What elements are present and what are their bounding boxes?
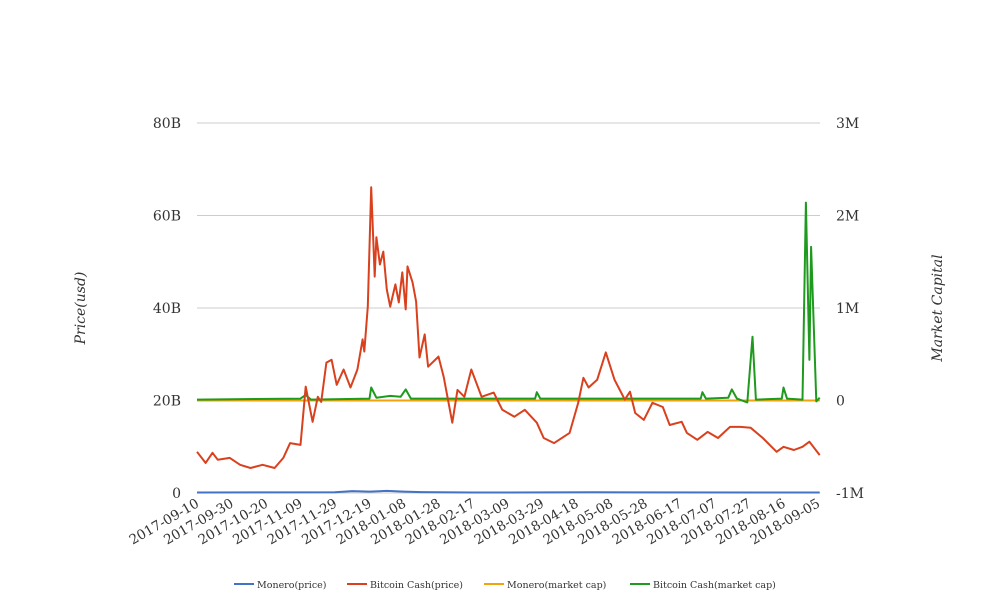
legend-item[interactable]: Bitcoin Cash(market cap) bbox=[630, 580, 776, 591]
left-tick-label: 60B bbox=[153, 209, 181, 225]
series-line-bitcoin-cash-market-cap bbox=[196, 201, 821, 404]
right-axis-label: Market Capital bbox=[930, 254, 946, 362]
legend-item[interactable]: Monero(market cap) bbox=[484, 580, 606, 591]
right-tick-label: 1M bbox=[836, 301, 859, 317]
right-tick-label: -1M bbox=[836, 486, 864, 502]
right-tick-label: 2M bbox=[836, 209, 859, 225]
left-tick-label: 0 bbox=[172, 486, 181, 502]
legend: Monero(price) Bitcoin Cash(price) Monero(m… bbox=[234, 580, 776, 591]
right-axis-ticks: -1M 0 1M 2M 3M bbox=[836, 116, 864, 502]
right-tick-label: 3M bbox=[836, 116, 859, 132]
series-lines bbox=[196, 186, 821, 494]
legend-label: Bitcoin Cash(price) bbox=[370, 580, 463, 591]
legend-label: Monero(price) bbox=[257, 580, 326, 591]
legend-item[interactable]: Monero(price) bbox=[234, 580, 326, 591]
legend-label: Monero(market cap) bbox=[507, 580, 606, 591]
left-tick-label: 20B bbox=[153, 394, 181, 410]
left-tick-label: 80B bbox=[153, 116, 181, 132]
legend-label: Bitcoin Cash(market cap) bbox=[653, 580, 776, 591]
right-tick-label: 0 bbox=[836, 394, 845, 410]
left-tick-label: 40B bbox=[153, 301, 181, 317]
series-line-monero-price bbox=[196, 489, 820, 494]
x-axis-ticks: 2017-09-102017-09-302017-10-202017-11-09… bbox=[127, 496, 823, 549]
left-axis-label: Price(usd) bbox=[73, 272, 89, 346]
left-axis-ticks: 0 20B 40B 60B 80B bbox=[153, 116, 181, 502]
legend-item[interactable]: Bitcoin Cash(price) bbox=[347, 580, 463, 591]
gridlines bbox=[197, 122, 820, 494]
series-line-bitcoin-cash-price bbox=[196, 186, 821, 469]
